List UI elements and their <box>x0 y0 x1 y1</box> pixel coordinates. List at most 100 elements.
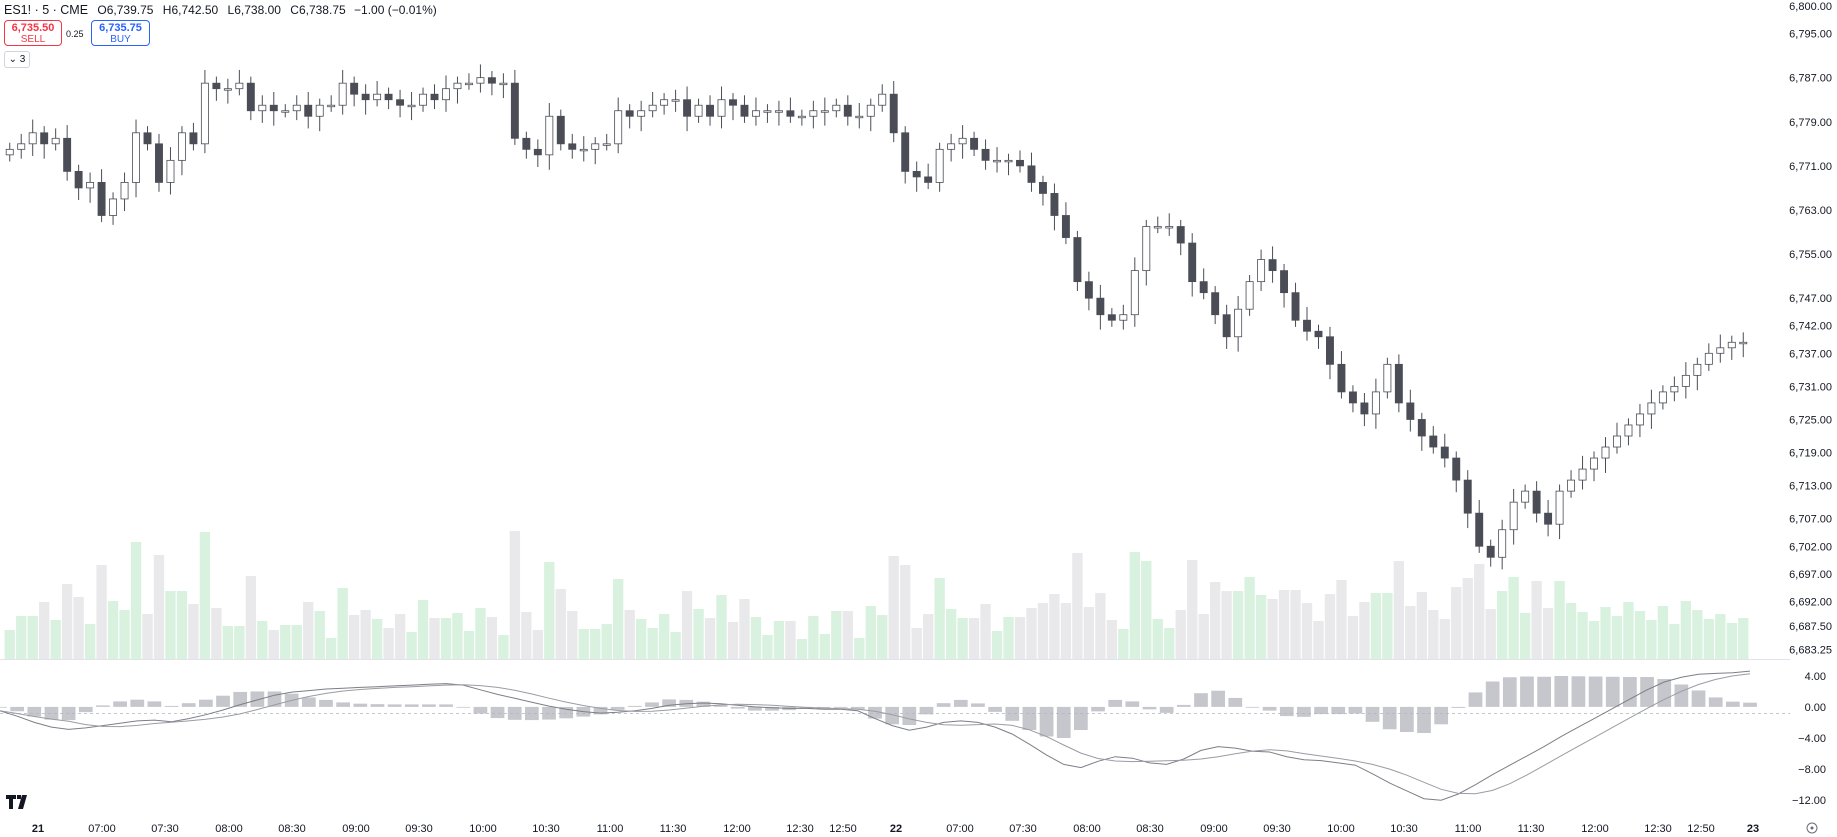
candle <box>637 100 646 132</box>
histogram-bar <box>1142 706 1157 710</box>
time-tick-label: 10:00 <box>1327 823 1355 835</box>
histogram-bar <box>216 695 230 707</box>
histogram-bar <box>1005 706 1020 721</box>
candle <box>258 95 267 123</box>
candle <box>269 92 278 126</box>
volume-bar <box>73 597 84 659</box>
volume-bar <box>1669 624 1680 659</box>
histogram-bar <box>439 704 453 707</box>
candle <box>442 75 450 112</box>
volume-bar <box>429 618 440 659</box>
volume-bar <box>1726 623 1737 659</box>
volume-bar <box>1187 560 1198 659</box>
candle <box>430 84 439 110</box>
sell-button[interactable]: 6,735.50 SELL <box>4 20 62 46</box>
volume-bar <box>1267 599 1278 659</box>
volume-bar <box>1611 616 1623 659</box>
volume-bar <box>1531 581 1542 659</box>
candle <box>843 95 852 126</box>
high-value: 6,742.50 <box>171 3 219 17</box>
price-tick-label: 6,737.00 <box>1789 348 1832 360</box>
histogram-bar <box>1297 706 1311 717</box>
histogram-bar <box>610 706 625 710</box>
histogram-bar <box>988 706 1002 712</box>
volume-bar <box>50 620 61 659</box>
histogram-bar <box>1074 706 1088 731</box>
candle <box>143 126 152 151</box>
change-value: −1.00 (−0.01%) <box>354 3 437 17</box>
buy-button[interactable]: 6,735.75 BUY <box>91 20 150 46</box>
candle <box>958 125 967 159</box>
histogram-bar <box>1228 697 1243 707</box>
candle <box>1509 488 1518 545</box>
volume-bar <box>498 635 509 659</box>
candle <box>281 104 290 118</box>
volume-bar <box>1129 552 1140 659</box>
macd-tick-label: −12.00 <box>1792 795 1826 807</box>
candle <box>1348 385 1357 413</box>
volume-bar <box>1210 582 1221 659</box>
volume-bar <box>245 576 256 659</box>
volume-bar <box>222 626 234 659</box>
indicator-count: 3 <box>19 54 26 65</box>
candle <box>1463 470 1472 529</box>
price-axis[interactable]: 6,800.00 6,795.00 6,787.00 6,779.00 6,771.00… <box>1789 1 1832 657</box>
histogram-bar <box>456 706 471 708</box>
histogram-bar <box>525 706 539 721</box>
candle <box>1601 437 1610 473</box>
volume-bar <box>1198 614 1209 659</box>
volume-bar <box>544 562 555 659</box>
volume-bar <box>1336 580 1347 659</box>
volume-bar <box>1462 578 1473 659</box>
histogram-bar <box>336 702 350 707</box>
volume-bar <box>1554 581 1565 659</box>
time-tick-label: 12:00 <box>723 823 751 835</box>
histogram-bar <box>1331 706 1346 715</box>
time-tick-label: 09:00 <box>342 823 370 835</box>
histogram-bar <box>1348 706 1363 714</box>
volume-bar <box>16 616 27 659</box>
candle <box>1176 219 1185 256</box>
histogram-bar <box>319 699 333 707</box>
volume-bar <box>1049 594 1060 659</box>
candle <box>924 163 933 190</box>
candle <box>993 147 1002 173</box>
candle <box>751 97 760 126</box>
candle <box>740 95 749 123</box>
candle <box>786 97 795 123</box>
time-axis[interactable]: 21 07:00 07:30 08:00 08:30 09:00 09:30 10:00 10:… <box>32 823 1759 835</box>
volume-bar <box>1232 591 1244 659</box>
candle <box>522 131 531 159</box>
low-label: L <box>227 3 235 17</box>
tradingview-logo-icon[interactable] <box>6 795 32 809</box>
histogram-bar <box>507 706 522 720</box>
symbol-name[interactable]: ES1! · 5 · CME <box>4 3 89 17</box>
price-tick-label: 6,697.00 <box>1789 569 1832 581</box>
candle <box>1555 484 1564 540</box>
volume-bar <box>968 618 980 659</box>
candle <box>86 172 95 203</box>
histogram-bar <box>1211 690 1225 707</box>
price-tick-label: 6,763.00 <box>1789 205 1832 217</box>
indicator-collapse-button[interactable]: ⌄ 3 <box>4 51 30 68</box>
settings-icon[interactable] <box>1806 822 1818 834</box>
histogram-bar <box>713 705 728 707</box>
candle <box>889 80 898 143</box>
histogram-bar <box>542 706 556 720</box>
macd-axis[interactable]: 4.00 0.00 −4.00 −8.00 −12.00 <box>1792 671 1826 807</box>
volume-bar <box>831 611 842 659</box>
volume-bar <box>1026 608 1037 659</box>
histogram-bar <box>1365 706 1380 722</box>
histogram-bar <box>1262 706 1277 711</box>
histogram-bar <box>473 706 488 714</box>
low-value: 6,738.00 <box>234 3 281 17</box>
candle <box>809 100 818 129</box>
candle <box>1360 393 1369 427</box>
volume-bar <box>1313 621 1324 659</box>
candle <box>1084 271 1093 311</box>
volume-bar <box>900 565 911 659</box>
histogram-bar <box>971 703 985 707</box>
volume-bar <box>165 591 176 659</box>
volume-bar <box>693 609 704 659</box>
